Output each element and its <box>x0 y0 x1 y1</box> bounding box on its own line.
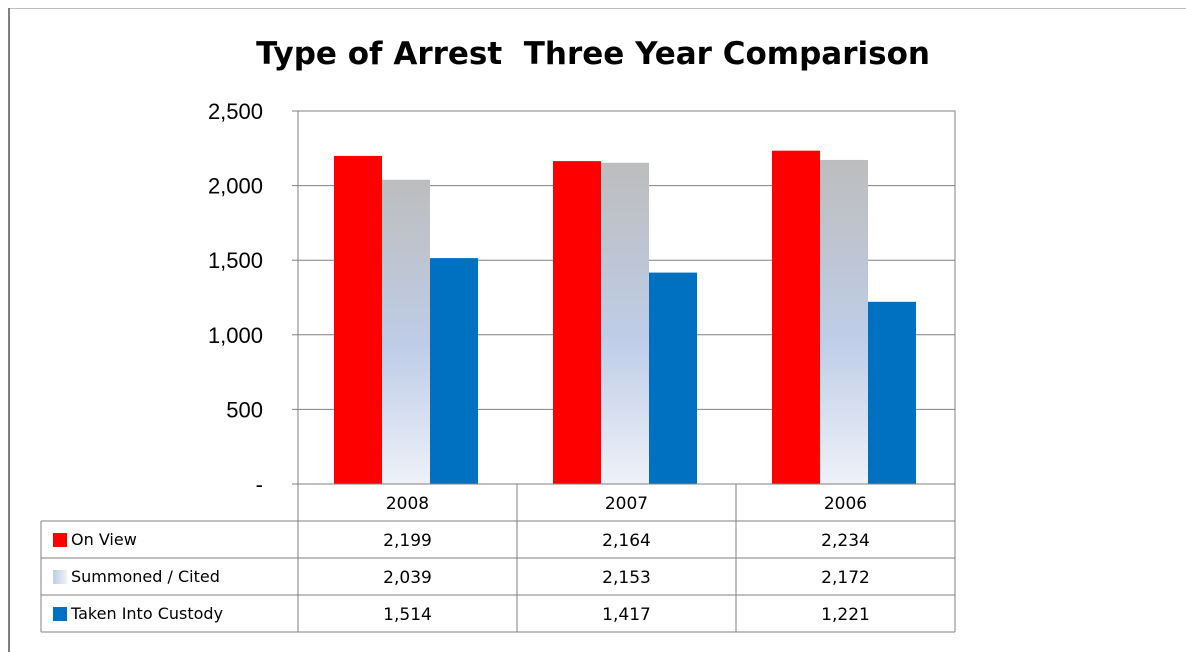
bar-on-view-2008 <box>334 155 382 485</box>
data-value-label: 1,417 <box>602 605 651 625</box>
y-tick-label: - <box>256 472 263 497</box>
y-tick-label: 1,500 <box>208 248 263 273</box>
bar-summoned-cited-2007 <box>601 162 649 484</box>
bar-taken-into-custody-2008 <box>430 258 478 484</box>
x-category-label: 2008 <box>386 494 429 514</box>
bar-summoned-cited-2008 <box>382 179 430 485</box>
bar-taken-into-custody-2006 <box>868 301 916 484</box>
x-category-label: 2006 <box>824 494 867 514</box>
data-value-label: 2,199 <box>383 531 432 551</box>
y-tick-label: 2,000 <box>208 174 263 199</box>
data-value-label: 2,172 <box>821 568 870 588</box>
legend-series-name: Taken Into Custody <box>70 604 223 623</box>
legend-swatch <box>53 607 67 621</box>
bar-summoned-cited-2006 <box>820 159 868 484</box>
legend-series-name: Summoned / Cited <box>71 567 220 586</box>
legend-swatch <box>53 570 67 584</box>
y-tick-label: 1,000 <box>208 323 263 348</box>
bar-on-view-2006 <box>772 150 820 484</box>
chart-title: Type of Arrest Three Year Comparison <box>256 36 930 72</box>
data-value-label: 1,514 <box>383 605 432 625</box>
data-value-label: 1,221 <box>821 605 870 625</box>
bar-taken-into-custody-2007 <box>649 272 697 484</box>
frame-top-border <box>8 8 1186 9</box>
legend-swatch <box>53 533 67 547</box>
frame-left-border <box>8 8 10 652</box>
y-tick-label: 500 <box>226 397 263 422</box>
bar-on-view-2007 <box>553 161 601 484</box>
x-category-label: 2007 <box>605 494 648 514</box>
data-value-label: 2,164 <box>602 531 651 551</box>
y-tick-label: 2,500 <box>208 99 263 124</box>
legend-series-name: On View <box>71 530 137 549</box>
data-value-label: 2,039 <box>383 568 432 588</box>
data-value-label: 2,153 <box>602 568 651 588</box>
data-value-label: 2,234 <box>821 531 870 551</box>
